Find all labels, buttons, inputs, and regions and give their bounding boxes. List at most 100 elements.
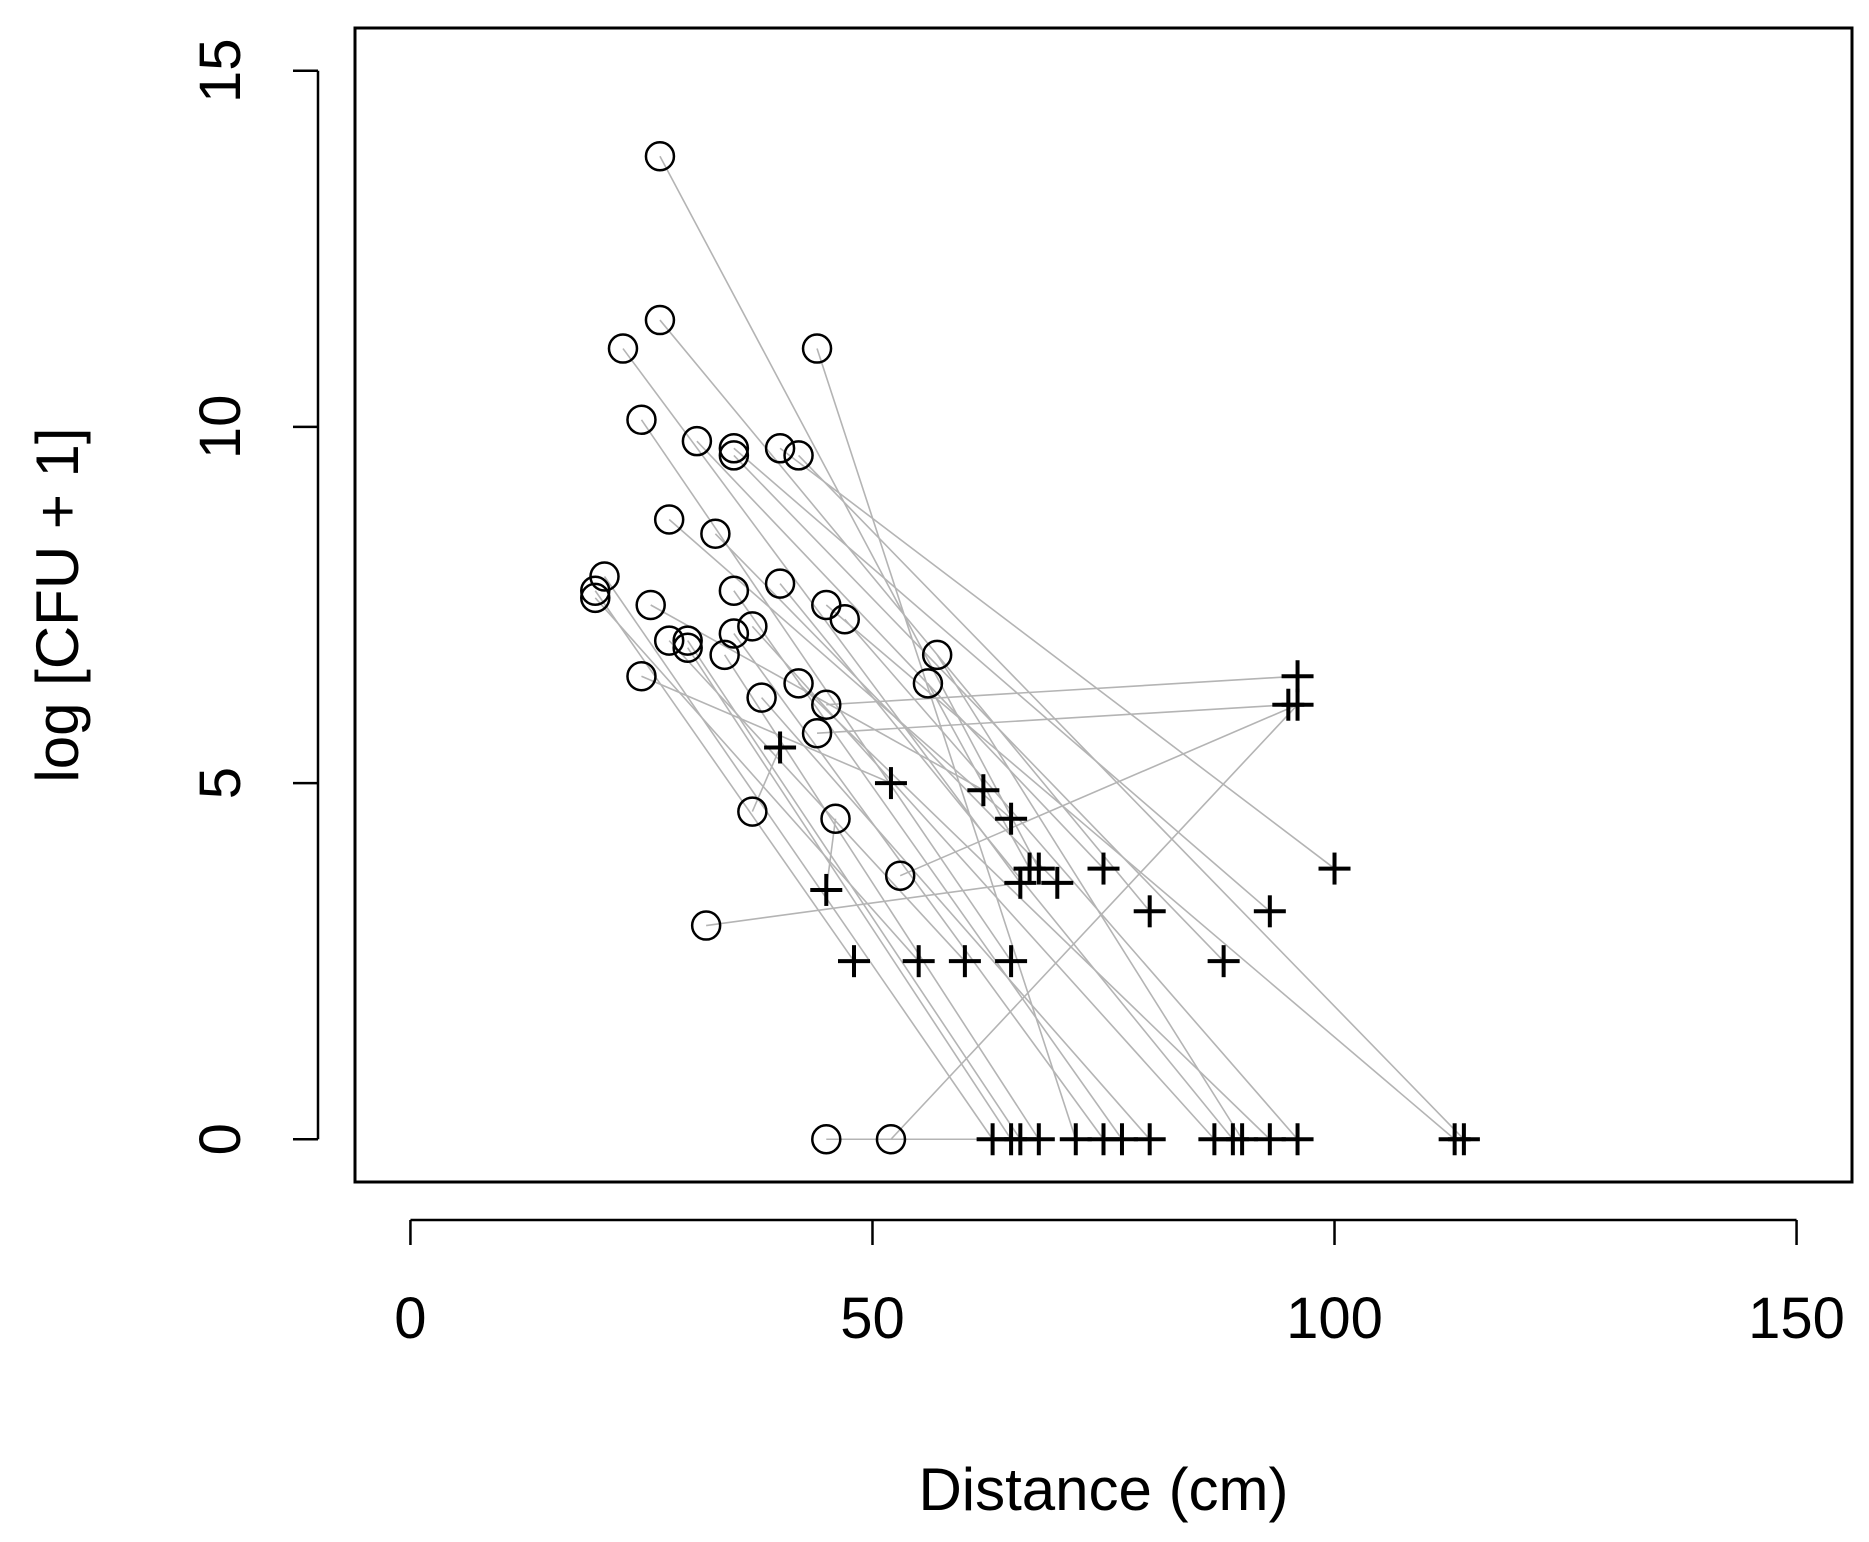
connector-line (936, 654, 1243, 1140)
initial-point-marker (681, 425, 713, 457)
initial-point-marker (653, 625, 685, 656)
final-point-marker (1281, 660, 1314, 693)
initial-point-marker (921, 639, 953, 671)
initial-point-marker (718, 440, 750, 471)
y-tick-label: 15 (188, 38, 253, 103)
connector-line (714, 533, 1058, 884)
initial-point-marker (718, 575, 750, 607)
connector-line (733, 447, 1271, 912)
connector-line (687, 640, 1021, 1140)
initial-point-marker (829, 603, 861, 635)
initial-point-marker (644, 304, 676, 336)
initial-point-marker (801, 717, 833, 749)
final-point-marker (1133, 895, 1166, 928)
initial-point-marker (912, 668, 944, 699)
y-tick-label: 10 (188, 395, 253, 460)
final-point-marker (838, 945, 870, 978)
final-point-marker (1105, 1123, 1138, 1156)
connector-line (723, 654, 1040, 1140)
connector-line (594, 597, 920, 962)
connector-line (686, 647, 1012, 1140)
final-point-marker (1133, 1123, 1166, 1156)
x-tick-label: 50 (840, 1286, 905, 1351)
final-point-marker (874, 767, 907, 800)
final-point-marker (810, 873, 843, 906)
final-point-marker (1318, 852, 1351, 885)
initial-point-marker (783, 668, 814, 699)
initial-point-marker (737, 796, 768, 827)
final-point-marker (1281, 1123, 1314, 1156)
initial-point-marker (737, 611, 768, 642)
initial-point-marker (764, 568, 796, 599)
initial-point-marker (811, 689, 842, 720)
y-axis: 0 5 10 15 (188, 38, 320, 1155)
initial-point-marker (718, 618, 750, 649)
initial-point-marker (709, 639, 740, 671)
final-point-marker (1281, 688, 1314, 721)
initial-point-marker (884, 860, 916, 891)
connector-line (603, 576, 994, 1140)
x-tick-label: 100 (1286, 1286, 1383, 1351)
final-point-marker (1004, 866, 1037, 899)
initial-point-marker (635, 589, 666, 621)
connector-line (760, 697, 1151, 1140)
y-tick-label: 5 (188, 767, 253, 799)
connector-line (816, 703, 1289, 735)
initial-point-marker (718, 433, 750, 464)
y-tick-label: 0 (188, 1123, 253, 1155)
final-point-marker (764, 731, 797, 764)
final-point-marker (1022, 852, 1055, 885)
x-tick-label: 0 (394, 1286, 426, 1351)
connector-line (779, 583, 1234, 1140)
final-point-marker (1253, 895, 1286, 928)
connector-line (816, 348, 1077, 1140)
connector-line (927, 682, 1031, 869)
initial-point-marker (653, 504, 685, 535)
initial-point-marker (764, 433, 796, 464)
final-point-marker (1059, 1123, 1092, 1156)
connector-line (706, 882, 1021, 927)
final-point-marker (1087, 852, 1120, 885)
final-point-marker (1041, 866, 1074, 899)
connector-line (779, 447, 1336, 870)
x-tick-label: 150 (1748, 1286, 1845, 1351)
connector-line (733, 454, 1225, 962)
connector-line (797, 454, 1465, 1140)
initial-point-marker (580, 575, 611, 607)
final-point-marker (1447, 1123, 1480, 1156)
final-point-marker (902, 945, 935, 978)
initial-point-marker (801, 333, 833, 364)
x-axis: 0 50 100 150 (394, 1218, 1845, 1351)
initial-point-marker (746, 682, 777, 713)
final-point-marker (995, 945, 1028, 978)
initial-point-marker (690, 910, 722, 941)
initial-point-marker (811, 1124, 842, 1155)
connector-line (826, 675, 1298, 706)
connector-line (696, 440, 1105, 870)
connector-line (641, 675, 892, 784)
x-axis-title: Distance (cm) (918, 1456, 1288, 1523)
initial-point-marker (607, 333, 639, 364)
final-point-marker (995, 802, 1028, 835)
y-axis-title: log [CFU + 1] (24, 427, 91, 782)
initial-point-marker (672, 625, 703, 656)
initial-point-marker (783, 440, 814, 471)
connector-line (751, 625, 1215, 1140)
connector-line (659, 155, 1040, 869)
connector-lines (594, 155, 1465, 1141)
final-point-marker (1226, 1123, 1259, 1156)
connector-line (890, 704, 1299, 1140)
initial-point-marker (644, 140, 676, 172)
connector-line (899, 703, 1298, 877)
plot-frame (353, 26, 1854, 1184)
initial-point-marker (626, 404, 657, 436)
final-point-marker (1207, 945, 1240, 978)
connector-line (733, 633, 1105, 1140)
connector-line (668, 518, 1012, 820)
connector-line (797, 682, 1271, 1140)
initial-point-marker (626, 660, 657, 692)
initial-point-marker (820, 803, 851, 834)
final-point-marker (948, 945, 981, 978)
final-point-marker (1022, 1123, 1055, 1156)
